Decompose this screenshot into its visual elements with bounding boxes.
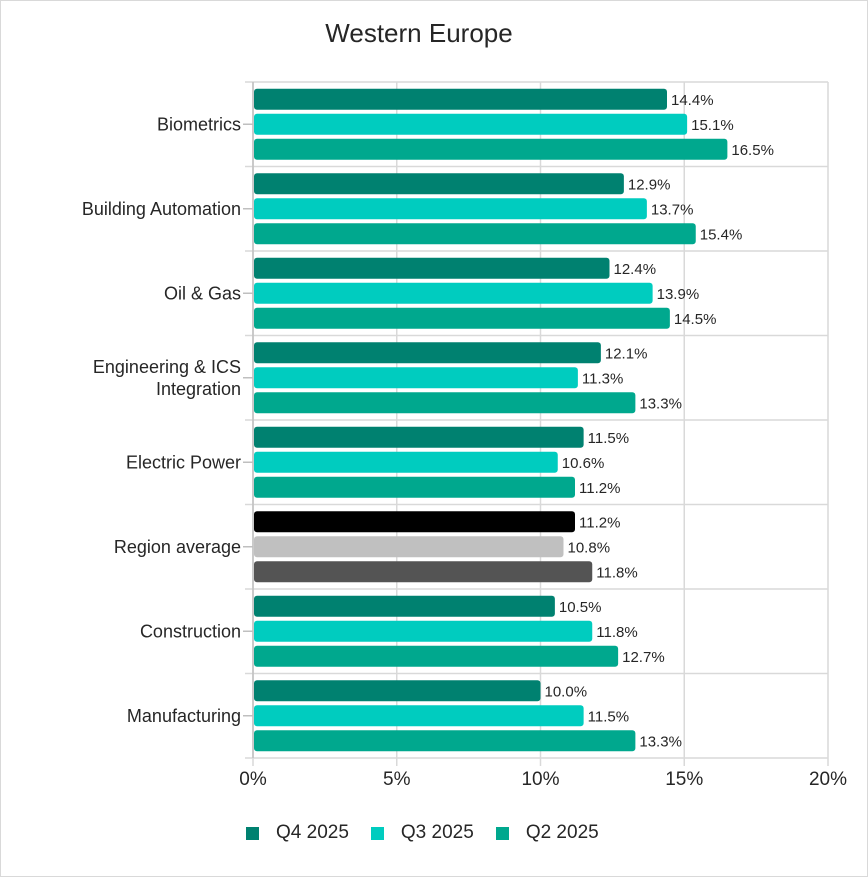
category-label: Region average (114, 537, 241, 557)
data-label: 10.0% (545, 683, 588, 700)
category-label: Engineering & ICS (93, 357, 241, 377)
chart-title: Western Europe (325, 18, 513, 48)
legend-label: Q3 2025 (400, 822, 474, 843)
data-label: 13.3% (639, 395, 682, 412)
legend-swatch (495, 826, 509, 840)
data-label: 15.4% (700, 226, 743, 243)
data-label: 12.7% (622, 649, 665, 666)
bar (254, 282, 653, 304)
data-label: 13.7% (651, 201, 694, 218)
bar (254, 511, 575, 533)
bar (254, 680, 541, 702)
bar (254, 342, 601, 364)
legend-item: Q4 2025 (246, 822, 349, 844)
data-label: 16.5% (731, 142, 774, 159)
bar (254, 392, 636, 414)
legend-label: Q2 2025 (525, 822, 599, 843)
data-label: 13.3% (639, 733, 682, 750)
data-label: 13.9% (657, 286, 700, 303)
data-label: 12.4% (614, 261, 657, 278)
bar (254, 426, 584, 448)
category-label: Electric Power (126, 452, 241, 472)
x-tick-label: 0% (239, 769, 267, 790)
category-label: Construction (140, 621, 241, 641)
legend-swatch (370, 826, 384, 840)
bar (254, 113, 688, 135)
data-label: 11.5% (588, 430, 629, 447)
bar (254, 645, 619, 667)
bar (254, 536, 564, 558)
data-label: 12.1% (605, 345, 648, 362)
bar (254, 223, 696, 245)
bar (254, 138, 728, 160)
category-label: Building Automation (82, 199, 241, 219)
legend-swatch (246, 826, 259, 840)
data-label: 15.1% (691, 117, 734, 134)
legend-label: Q4 2025 (276, 822, 349, 843)
data-label: 10.8% (568, 539, 611, 556)
bar (254, 367, 578, 389)
data-label: 11.2% (579, 514, 620, 531)
data-label: 14.4% (671, 92, 714, 109)
category-label: Oil & Gas (164, 283, 241, 303)
category-label: Integration (156, 379, 241, 399)
data-label: 11.3% (582, 370, 623, 387)
x-tick-label: 5% (383, 769, 411, 790)
legend-item: Q3 2025 (370, 822, 474, 844)
bar (254, 198, 647, 220)
bar (254, 730, 636, 752)
category-label: Biometrics (157, 114, 241, 134)
bar (254, 173, 624, 195)
legend-item: Q2 2025 (495, 822, 599, 844)
bar (254, 561, 593, 583)
bar (254, 620, 593, 642)
bar (254, 307, 670, 329)
data-label: 10.5% (559, 599, 602, 616)
data-label: 10.6% (562, 455, 605, 472)
bar (254, 257, 610, 279)
data-label: 11.8% (596, 624, 637, 641)
x-tick-label: 15% (665, 769, 703, 790)
data-label: 11.8% (596, 564, 637, 581)
data-label: 14.5% (674, 311, 717, 328)
data-label: 11.2% (579, 480, 620, 497)
bar (254, 595, 555, 617)
bar (254, 705, 584, 727)
x-tick-label: 20% (809, 769, 847, 790)
chart-legend: Q4 2025 Q3 2025 Q2 2025 (246, 822, 621, 844)
bar (254, 451, 558, 473)
bar (254, 88, 667, 110)
x-tick-label: 10% (521, 769, 559, 790)
data-label: 11.5% (588, 708, 629, 725)
bar (254, 476, 575, 498)
data-label: 12.9% (628, 176, 671, 193)
category-label: Manufacturing (127, 706, 241, 726)
